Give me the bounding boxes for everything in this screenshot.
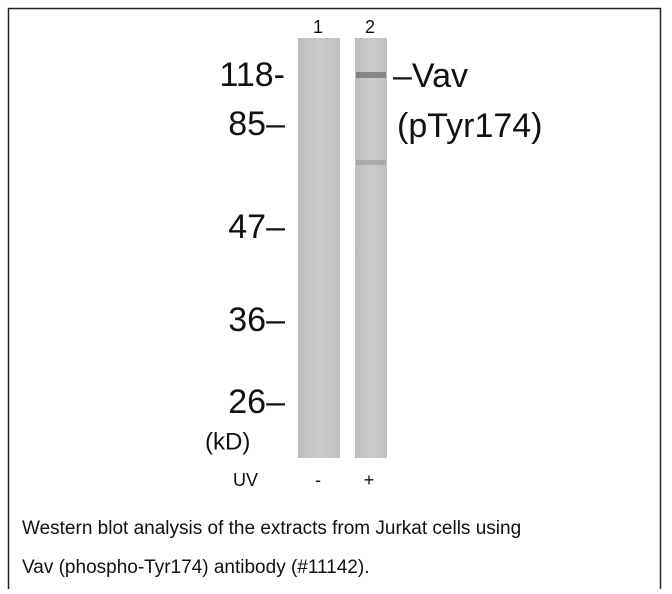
caption: Western blot analysis of the extracts fr… xyxy=(22,518,521,539)
marker: 85– xyxy=(228,105,285,143)
figure: 1 2 118- 85– 47– 36– 26– (kD) –Vav (pTyr… xyxy=(0,0,672,589)
treatment: + xyxy=(364,470,375,490)
lane-label: 1 xyxy=(313,17,323,37)
treatment: - xyxy=(315,470,321,490)
lane xyxy=(298,38,340,458)
marker: 36– xyxy=(228,301,285,339)
unit: (kD) xyxy=(205,428,250,455)
caption: Vav (phospho-Tyr174) antibody (#11142). xyxy=(22,557,369,578)
treatment-label: UV xyxy=(233,470,258,490)
marker: 26– xyxy=(228,383,285,421)
band xyxy=(356,72,386,78)
band-label: –Vav xyxy=(393,57,468,95)
band xyxy=(356,160,386,165)
band-label: (pTyr174) xyxy=(397,107,543,145)
marker: 118- xyxy=(219,56,285,94)
marker: 47– xyxy=(228,208,285,246)
lane xyxy=(355,38,387,458)
lane-label: 2 xyxy=(365,17,375,37)
